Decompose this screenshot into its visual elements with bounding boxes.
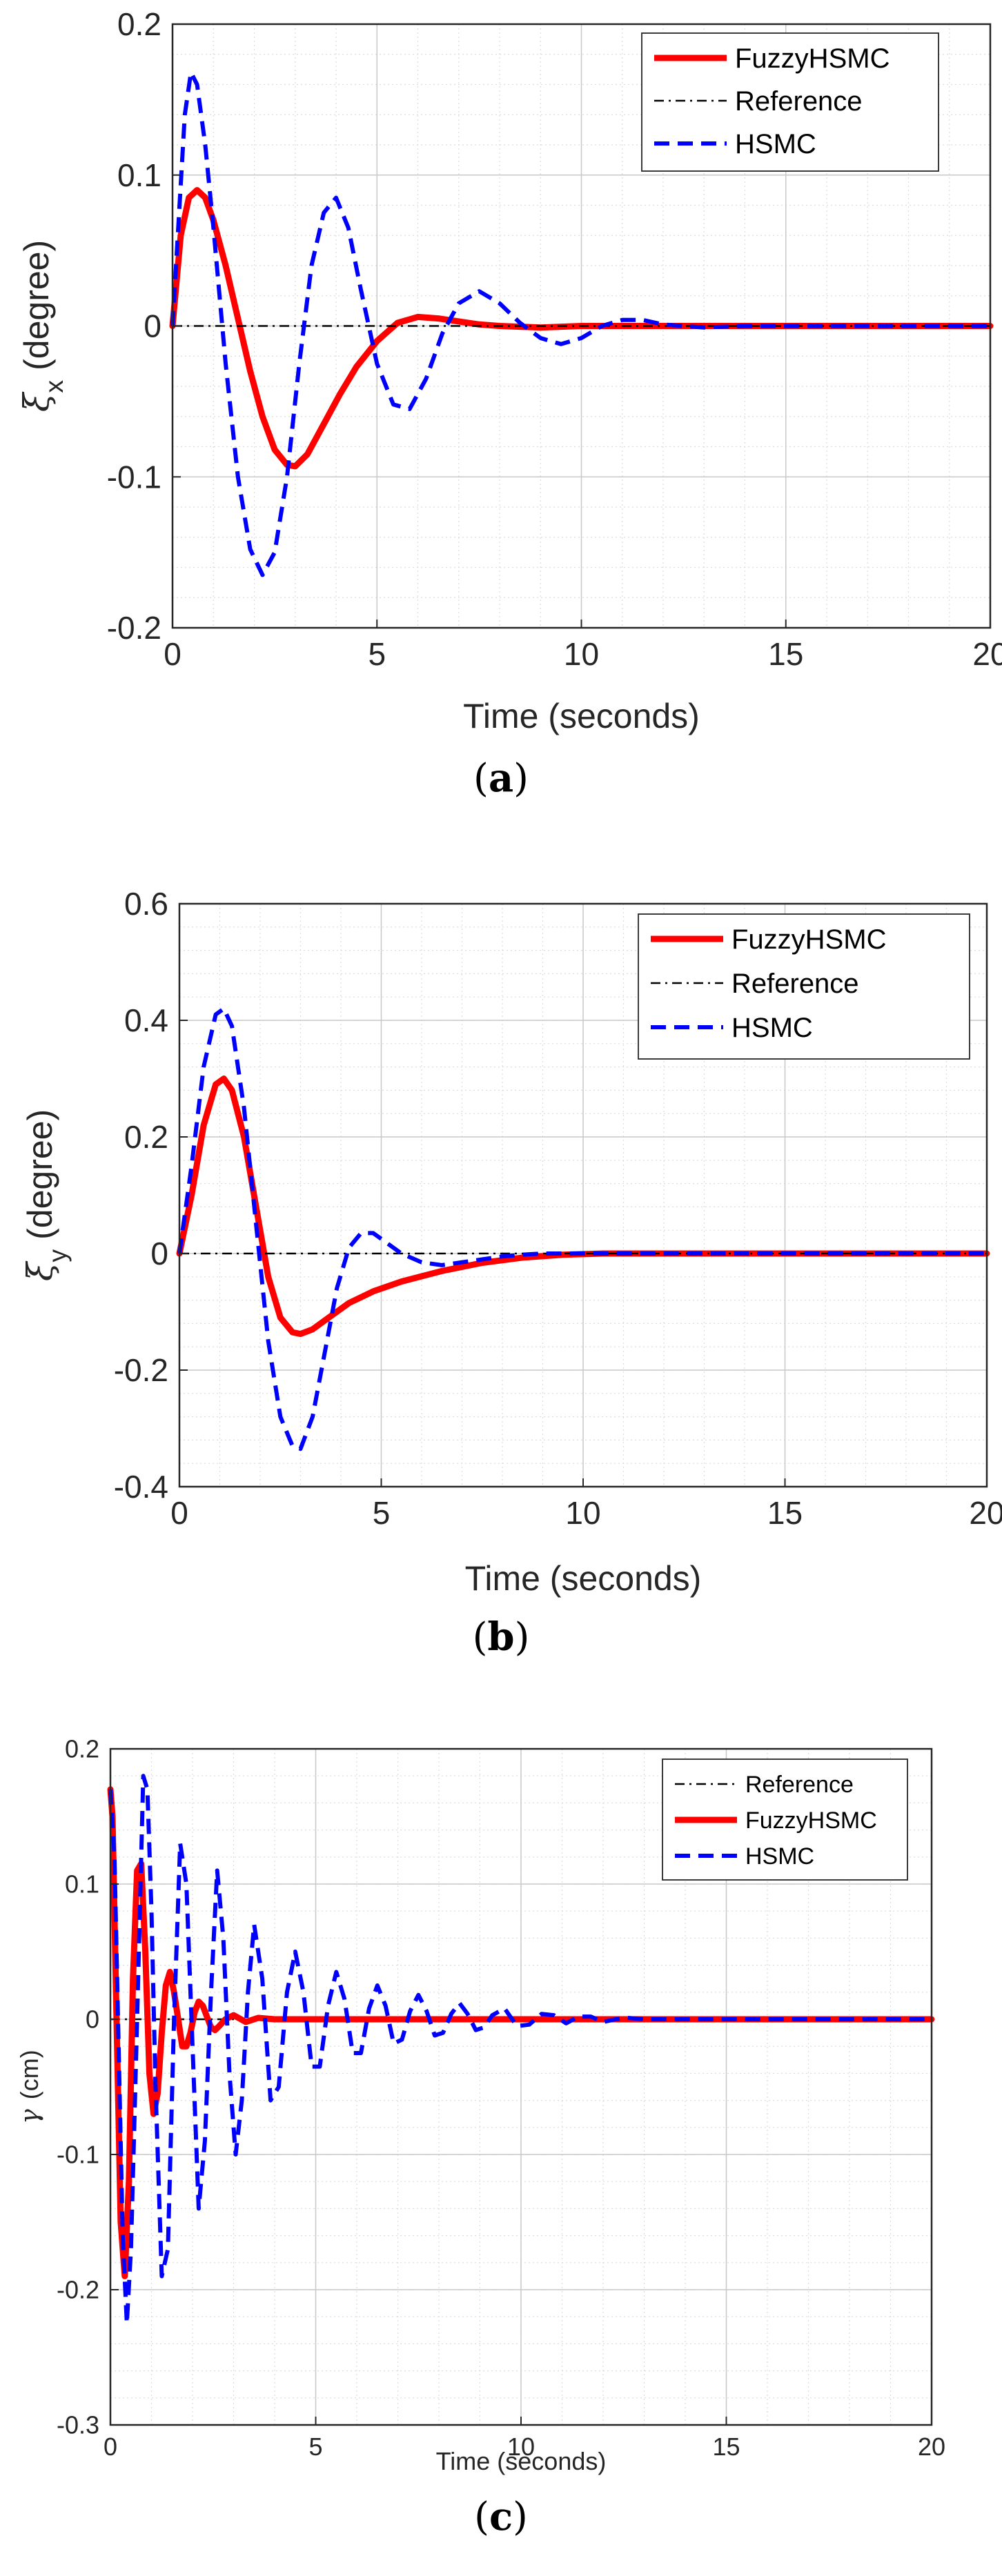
y-axis-symbol: γ [16,2109,44,2124]
figure-panel-b: 0 5 10 15 20 -0.4 -0.2 0 0.2 0.4 0.6 Time (seconds)… [0,849,1002,1718]
legend-label-hsmc: HSMC [745,1843,814,1870]
y-tick-label: -0.3 [57,2411,99,2439]
caption-c-letter: c [489,2494,513,2539]
x-tick-label: 20 [969,1495,1002,1531]
chart-c: 0 5 10 15 20 -0.3 -0.2 -0.1 0 0.1 0.2 Time (seconds… [15,1735,945,2475]
y-axis-unit: (degree) [17,240,56,370]
chart-b: 0 5 10 15 20 -0.4 -0.2 0 0.2 0.4 0.6 Time (seconds)… [20,886,1002,1598]
x-tick-label: 15 [712,2433,740,2461]
caption-a-letter: a [488,755,514,801]
legend-label-fuzzyhsmc: FuzzyHSMC [731,924,886,955]
legend-label-hsmc: HSMC [731,1013,813,1043]
x-axis-label: Time (seconds) [436,2447,607,2475]
x-tick-label: 0 [170,1495,188,1531]
x-tick-label: 10 [564,636,599,672]
legend-label-hsmc: HSMC [735,129,816,159]
y-axis-symbol: ξ [17,391,57,412]
caption-c: (c) [474,2494,528,2539]
caption-b: (b) [472,1614,530,1660]
y-tick-label: 0 [144,308,161,344]
x-tick-label: 10 [565,1495,600,1531]
x-tick-label: 15 [767,1495,803,1531]
y-axis-label: ξx (degree) [17,240,68,412]
x-tick-label: 5 [368,636,386,672]
caption-b-letter: b [487,1614,515,1660]
x-axis-label: Time (seconds) [463,697,700,735]
series-line-fuzzyhsmc [107,1786,935,2279]
y-tick-label: -0.2 [107,610,161,646]
x-tick-label: 0 [164,636,181,672]
y-tick-label: 0.2 [65,1735,99,1763]
y-tick-label: -0.1 [107,459,161,495]
y-tick-label: 0 [150,1236,168,1271]
x-axis-label: Time (seconds) [465,1559,702,1598]
y-axis-unit: (cm) [15,2050,43,2099]
y-axis-unit: (degree) [21,1109,59,1240]
legend-label-fuzzyhsmc: FuzzyHSMC [735,43,890,74]
x-tick-label: 15 [768,636,803,672]
series-line-fuzzyhsmc [169,187,994,470]
x-tick-label: 20 [972,636,1002,672]
legend-label-fuzzyhsmc: FuzzyHSMC [745,1807,877,1834]
chart-a: 0 5 10 15 20 -0.2 -0.1 0 0.1 0.2 Time (seconds) ξx (… [17,6,1002,735]
y-tick-label: 0.1 [65,1870,99,1899]
x-tick-label: 20 [918,2433,945,2461]
series-line-fuzzyhsmc [176,1076,990,1338]
y-tick-label: 0.6 [124,886,168,922]
series-line-hsmc [177,1007,987,1452]
y-tick-label: 0.2 [124,1119,168,1155]
y-tick-label: -0.1 [57,2141,99,2169]
figure-panel-c: 0 5 10 15 20 -0.3 -0.2 -0.1 0 0.1 0.2 Time (seconds… [0,1718,1002,2576]
y-tick-label: 0 [86,2005,99,2034]
x-tick-label: 0 [104,2433,117,2461]
y-axis-label: γ (cm) [15,2050,44,2123]
legend-label-reference: Reference [735,86,863,117]
figure-panel-a: 0 5 10 15 20 -0.2 -0.1 0 0.1 0.2 Time (seconds) ξx (… [0,0,1002,849]
y-tick-label: -0.4 [114,1469,168,1505]
y-axis-subscript: x [39,380,68,393]
series-line-hsmc [170,70,990,577]
y-tick-label: -0.2 [57,2276,99,2304]
y-tick-label: 0.2 [117,6,161,42]
y-axis-symbol: ξ [20,1260,60,1281]
y-axis-label: ξy (degree) [20,1109,72,1281]
legend-label-reference: Reference [745,1772,854,1798]
y-tick-label: -0.2 [114,1352,168,1388]
x-tick-label: 5 [373,1495,391,1531]
y-axis-subscript: y [43,1249,72,1262]
legend-label-reference: Reference [731,969,859,999]
y-tick-label: 0.4 [124,1002,168,1038]
x-tick-label: 5 [308,2433,322,2461]
x-tick-label: 10 [507,2433,535,2461]
caption-a: (a) [473,755,529,801]
y-tick-label: 0.1 [117,157,161,193]
series-line-hsmc [108,1774,932,2326]
